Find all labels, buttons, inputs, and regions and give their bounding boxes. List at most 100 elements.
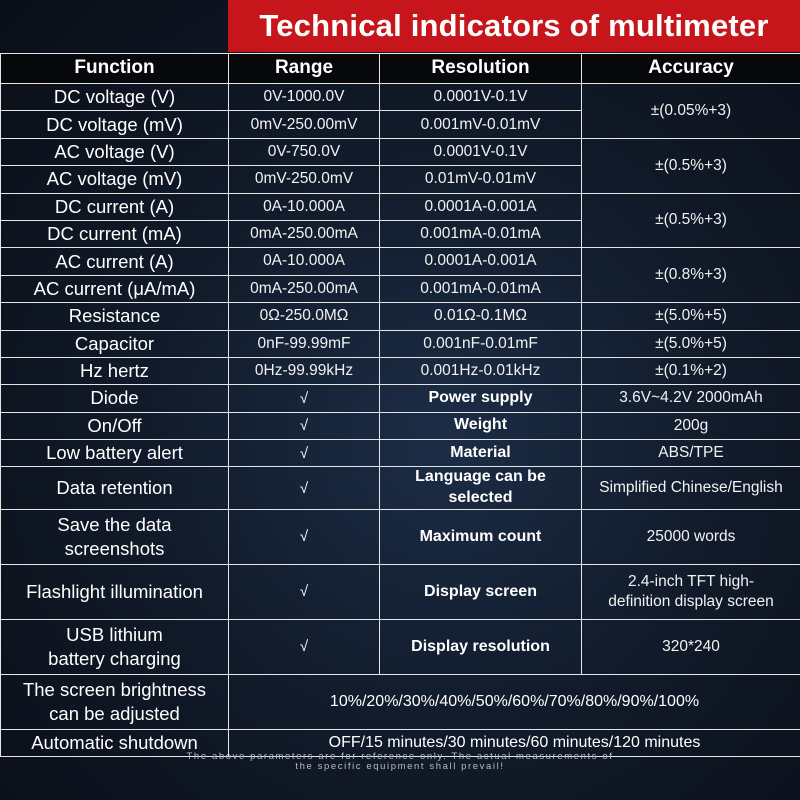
spec-value-cell: 2.4-inch TFT high- definition display sc… bbox=[581, 564, 800, 621]
function-cell: AC voltage (V) bbox=[0, 137, 229, 167]
brightness-row: The screen brightness can be adjusted 10… bbox=[0, 674, 800, 731]
table-row: DC voltage (mV) 0mV-250.00mV 0.001mV-0.0… bbox=[0, 110, 800, 139]
table-row: AC current (μA/mA) 0mA-250.00mA 0.001mA-… bbox=[0, 274, 800, 304]
spec-value-cell: 3.6V~4.2V 2000mAh bbox=[581, 384, 800, 413]
feature-function-cell: Low battery alert bbox=[0, 439, 229, 468]
table-row: AC current (A) 0A-10.000A 0.0001A-0.001A… bbox=[0, 247, 800, 304]
shutdown-value-cell: OFF/15 minutes/30 minutes/60 minutes/120… bbox=[228, 729, 800, 758]
resolution-cell: 0.001Hz-0.01kHz bbox=[379, 356, 582, 386]
brightness-value-cell: 10%/20%/30%/40%/50%/60%/70%/80%/90%/100% bbox=[228, 674, 800, 731]
spec-value-cell: 320*240 bbox=[581, 619, 800, 676]
range-cell: 0mA-250.00mA bbox=[228, 219, 380, 249]
resolution-cell: 0.01mV-0.01mV bbox=[379, 165, 582, 194]
resolution-cell: 0.0001A-0.001A bbox=[379, 247, 582, 276]
spec-value-cell: 200g bbox=[581, 411, 800, 441]
table-row: AC voltage (V) 0V-750.0V 0.0001V-0.1V ±(… bbox=[0, 137, 800, 194]
function-cell: Resistance bbox=[0, 302, 229, 331]
accuracy-cell: ±(0.8%+3) bbox=[581, 247, 800, 304]
header-range: Range bbox=[228, 53, 380, 84]
function-cell: Hz hertz bbox=[0, 356, 229, 386]
function-line: screenshots bbox=[64, 538, 165, 560]
spec-value-cell: 25000 words bbox=[581, 509, 800, 566]
brightness-label-cell: The screen brightness can be adjusted bbox=[0, 674, 229, 731]
table-row: Hz hertz 0Hz-99.99kHz 0.001Hz-0.01kHz ±(… bbox=[0, 356, 800, 386]
resolution-cell: 0.0001V-0.1V bbox=[379, 137, 582, 167]
range-cell: 0mV-250.00mV bbox=[228, 110, 380, 139]
spec-key-cell: Material bbox=[379, 439, 582, 468]
shutdown-label-cell: Automatic shutdown bbox=[0, 729, 229, 758]
function-cell: AC current (μA/mA) bbox=[0, 274, 229, 304]
spec-key-cell: Maximum count bbox=[379, 509, 582, 566]
feature-row: USB lithium battery charging √ Display r… bbox=[0, 619, 800, 676]
feature-row: Diode √ Power supply 3.6V~4.2V 2000mAh bbox=[0, 384, 800, 413]
brightness-label-line: can be adjusted bbox=[49, 703, 180, 725]
feature-row: On/Off √ Weight 200g bbox=[0, 411, 800, 441]
page-title: Technical indicators of multimeter bbox=[259, 8, 769, 43]
feature-check-cell: √ bbox=[228, 466, 380, 511]
resolution-cell: 0.0001A-0.001A bbox=[379, 192, 582, 221]
feature-check-cell: √ bbox=[228, 384, 380, 413]
spec-key-cell: Weight bbox=[379, 411, 582, 441]
range-cell: 0mV-250.0mV bbox=[228, 165, 380, 194]
range-cell: 0V-1000.0V bbox=[228, 82, 380, 112]
header-accuracy: Accuracy bbox=[581, 53, 800, 84]
resolution-cell: 0.0001V-0.1V bbox=[379, 82, 582, 112]
feature-check-cell: √ bbox=[228, 411, 380, 441]
function-line: battery charging bbox=[48, 648, 181, 670]
feature-row: Data retention √ Language can be selecte… bbox=[0, 466, 800, 511]
accuracy-cell: ±(0.5%+3) bbox=[581, 192, 800, 249]
table-row: DC voltage (V) 0V-1000.0V 0.0001V-0.1V ±… bbox=[0, 82, 800, 139]
feature-row: Flashlight illumination √ Display screen… bbox=[0, 564, 800, 621]
feature-function-cell: Flashlight illumination bbox=[0, 564, 229, 621]
feature-check-cell: √ bbox=[228, 509, 380, 566]
range-cell: 0Ω-250.0MΩ bbox=[228, 302, 380, 331]
footnote-line: the specific equipment shall prevail! bbox=[295, 761, 505, 772]
feature-function-cell: Diode bbox=[0, 384, 229, 413]
spec-key-cell: Language can be selected bbox=[379, 466, 582, 511]
footnote-line: The above parameters are for reference o… bbox=[186, 751, 614, 762]
range-cell: 0mA-250.00mA bbox=[228, 274, 380, 304]
accuracy-cell: ±(5.0%+5) bbox=[581, 302, 800, 331]
range-cell: 0A-10.000A bbox=[228, 247, 380, 276]
resolution-cell: 0.001nF-0.01mF bbox=[379, 329, 582, 358]
accuracy-cell: ±(0.5%+3) bbox=[581, 137, 800, 194]
range-cell: 0V-750.0V bbox=[228, 137, 380, 167]
function-cell: Capacitor bbox=[0, 329, 229, 358]
function-line: USB lithium bbox=[66, 624, 163, 646]
feature-function-cell: USB lithium battery charging bbox=[0, 619, 229, 676]
shutdown-row: Automatic shutdown OFF/15 minutes/30 min… bbox=[0, 729, 800, 758]
feature-row: Save the data screenshots √ Maximum coun… bbox=[0, 509, 800, 566]
value-line: 2.4-inch TFT high- bbox=[627, 572, 755, 590]
feature-function-cell: Data retention bbox=[0, 466, 229, 511]
disclaimer-footnote: The above parameters are for reference o… bbox=[0, 752, 800, 772]
function-cell: DC voltage (mV) bbox=[0, 110, 229, 139]
accuracy-cell: ±(5.0%+5) bbox=[581, 329, 800, 358]
title-banner: Technical indicators of multimeter bbox=[228, 0, 800, 52]
table-row: DC current (A) 0A-10.000A 0.0001A-0.001A… bbox=[0, 192, 800, 249]
function-cell: DC current (A) bbox=[0, 192, 229, 221]
table-row: DC current (mA) 0mA-250.00mA 0.001mA-0.0… bbox=[0, 219, 800, 249]
header-resolution: Resolution bbox=[379, 53, 582, 84]
function-cell: AC current (A) bbox=[0, 247, 229, 276]
resolution-cell: 0.001mA-0.01mA bbox=[379, 219, 582, 249]
function-line: Save the data bbox=[57, 514, 172, 536]
feature-check-cell: √ bbox=[228, 564, 380, 621]
resolution-cell: 0.01Ω-0.1MΩ bbox=[379, 302, 582, 331]
range-cell: 0Hz-99.99kHz bbox=[228, 356, 380, 386]
range-cell: 0A-10.000A bbox=[228, 192, 380, 221]
feature-function-cell: On/Off bbox=[0, 411, 229, 441]
value-line: definition display screen bbox=[608, 593, 774, 611]
accuracy-cell: ±(0.05%+3) bbox=[581, 83, 800, 139]
spec-key-cell: Display resolution bbox=[379, 619, 582, 676]
range-cell: 0nF-99.99mF bbox=[228, 329, 380, 358]
function-cell: DC voltage (V) bbox=[0, 82, 229, 112]
resolution-cell: 0.001mV-0.01mV bbox=[379, 110, 582, 139]
accuracy-cell: ±(0.1%+2) bbox=[581, 356, 800, 386]
spec-value-cell: Simplified Chinese/English bbox=[581, 466, 800, 511]
table-header-row: Function Range Resolution Accuracy bbox=[0, 53, 800, 84]
table-row: Capacitor 0nF-99.99mF 0.001nF-0.01mF ±(5… bbox=[0, 329, 800, 358]
spec-key-cell: Display screen bbox=[379, 564, 582, 621]
brightness-label-line: The screen brightness bbox=[22, 679, 207, 701]
feature-row: Low battery alert √ Material ABS/TPE bbox=[0, 439, 800, 468]
header-function: Function bbox=[0, 53, 229, 84]
